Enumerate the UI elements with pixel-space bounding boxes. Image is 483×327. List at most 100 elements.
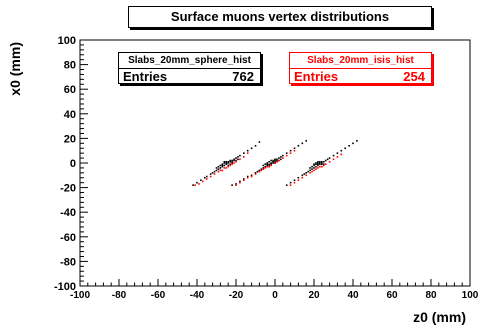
data-point bbox=[194, 184, 196, 186]
data-point bbox=[324, 163, 327, 166]
data-point bbox=[219, 169, 222, 172]
data-point bbox=[246, 149, 249, 152]
data-point bbox=[196, 181, 198, 184]
data-point bbox=[246, 175, 249, 178]
data-point bbox=[266, 165, 268, 168]
y-tick-label: 40 bbox=[64, 109, 76, 121]
y-tick-label: -60 bbox=[60, 232, 76, 244]
data-point bbox=[198, 183, 200, 185]
stats-box-sphere-entries-row: Entries 762 bbox=[119, 69, 260, 84]
data-point bbox=[332, 154, 335, 157]
data-point bbox=[321, 163, 323, 166]
data-point bbox=[315, 165, 317, 168]
y-tick-label: -20 bbox=[60, 183, 76, 195]
data-point bbox=[221, 169, 224, 172]
data-point bbox=[322, 163, 325, 166]
data-point bbox=[321, 160, 323, 163]
data-point bbox=[278, 159, 280, 162]
data-point bbox=[204, 176, 206, 179]
data-point bbox=[322, 160, 325, 163]
data-point bbox=[285, 154, 288, 157]
data-point bbox=[317, 164, 319, 167]
data-point bbox=[227, 165, 229, 168]
data-point bbox=[313, 169, 315, 172]
data-point bbox=[276, 160, 278, 163]
data-point bbox=[317, 160, 319, 163]
entries-label: Entries bbox=[123, 69, 168, 84]
x-tick-label: 60 bbox=[386, 290, 398, 301]
data-point bbox=[285, 184, 288, 186]
stats-box-sphere: Slabs_20mm_sphere_hist Entries 762 bbox=[118, 52, 261, 84]
stats-box-isis: Slabs_20mm_isis_hist Entries 254 bbox=[289, 52, 432, 84]
data-point bbox=[289, 184, 292, 186]
x-tick-label: 20 bbox=[308, 290, 320, 301]
data-point bbox=[340, 153, 343, 156]
data-point bbox=[268, 160, 270, 163]
data-point bbox=[311, 170, 313, 173]
data-point bbox=[297, 179, 300, 182]
data-point bbox=[274, 160, 276, 163]
data-point bbox=[223, 167, 226, 169]
data-point bbox=[276, 158, 278, 161]
y-tick-label: 0 bbox=[70, 158, 76, 170]
data-point bbox=[293, 181, 296, 184]
x-tick-label: 40 bbox=[347, 290, 359, 301]
data-point bbox=[266, 164, 268, 167]
entries-label-isis: Entries bbox=[294, 69, 339, 84]
data-point bbox=[278, 157, 280, 159]
data-point bbox=[231, 184, 233, 186]
data-point bbox=[258, 170, 261, 173]
y-axis-label: x0 (mm) bbox=[7, 42, 23, 96]
data-point bbox=[202, 180, 204, 183]
data-point bbox=[213, 170, 216, 173]
data-point bbox=[293, 149, 296, 152]
data-point bbox=[235, 157, 237, 159]
data-point bbox=[301, 142, 304, 145]
data-point bbox=[270, 162, 272, 164]
data-point bbox=[272, 160, 274, 163]
data-point bbox=[192, 184, 194, 186]
data-point bbox=[217, 168, 220, 170]
data-point bbox=[297, 144, 300, 147]
data-point bbox=[239, 181, 241, 184]
entries-value-isis: 254 bbox=[403, 69, 425, 84]
data-point bbox=[274, 162, 276, 164]
data-point bbox=[309, 167, 311, 169]
data-point bbox=[229, 160, 231, 163]
data-point bbox=[305, 172, 307, 174]
data-point bbox=[227, 164, 229, 167]
data-point bbox=[200, 179, 202, 182]
data-point bbox=[301, 174, 304, 177]
data-point bbox=[229, 164, 231, 167]
data-point bbox=[315, 163, 317, 166]
data-point bbox=[311, 165, 313, 168]
y-tick-label: 100 bbox=[58, 35, 76, 47]
y-tick-label: -100 bbox=[54, 281, 76, 293]
data-point bbox=[217, 170, 220, 173]
data-point bbox=[264, 163, 267, 166]
data-point bbox=[250, 175, 253, 178]
data-point bbox=[243, 179, 245, 182]
data-point bbox=[227, 162, 229, 164]
data-point bbox=[356, 140, 358, 142]
data-point bbox=[321, 162, 323, 164]
data-point bbox=[313, 164, 315, 167]
x-axis-label: z0 (mm) bbox=[413, 309, 466, 325]
x-tick-label: -60 bbox=[151, 290, 166, 301]
data-point bbox=[205, 178, 208, 180]
data-point bbox=[235, 159, 237, 162]
chart-title: Surface muons vertex distributions bbox=[128, 6, 432, 28]
y-tick-label: -40 bbox=[60, 207, 76, 219]
y-tick-label: 80 bbox=[64, 60, 76, 72]
data-point bbox=[225, 160, 228, 163]
x-tick-label: 100 bbox=[462, 290, 479, 301]
data-point bbox=[221, 163, 224, 166]
data-point bbox=[319, 162, 321, 164]
data-point bbox=[303, 173, 306, 175]
data-point bbox=[264, 167, 267, 169]
data-point bbox=[235, 183, 237, 185]
data-point bbox=[270, 163, 272, 166]
data-point bbox=[352, 142, 354, 145]
data-point bbox=[289, 149, 292, 152]
